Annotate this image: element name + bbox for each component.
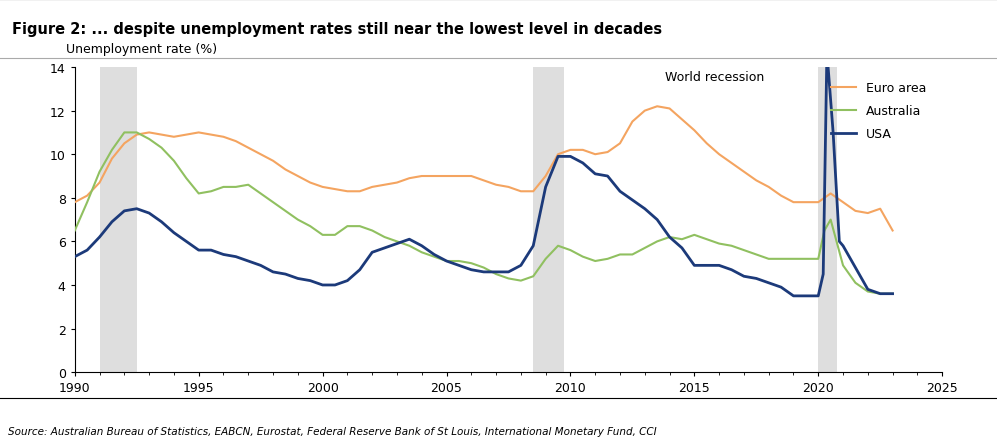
Australia: [813, 257, 825, 262]
Australia: [825, 218, 836, 223]
USA: [813, 293, 825, 299]
USA: [69, 254, 81, 260]
USA: [180, 239, 192, 244]
Line: Euro area: Euro area: [75, 107, 892, 231]
Euro area: [651, 104, 663, 110]
Euro area: [69, 200, 81, 205]
Line: Australia: Australia: [75, 133, 892, 294]
Australia: [69, 228, 81, 233]
Text: Unemployment rate (%): Unemployment rate (%): [66, 43, 217, 56]
Text: Figure 2: ... despite unemployment rates still near the lowest level in decades: Figure 2: ... despite unemployment rates…: [12, 22, 662, 37]
Australia: [874, 291, 886, 297]
Australia: [886, 291, 898, 297]
USA: [886, 291, 898, 297]
Euro area: [404, 176, 416, 181]
Bar: [533, 68, 564, 372]
USA: [539, 185, 551, 190]
Bar: [100, 68, 137, 372]
Euro area: [701, 141, 713, 147]
Australia: [676, 237, 688, 242]
Euro area: [886, 228, 898, 233]
USA: [428, 252, 440, 258]
Euro area: [192, 131, 204, 136]
Euro area: [441, 174, 453, 179]
Australia: [119, 131, 131, 136]
Text: World recession: World recession: [665, 71, 764, 84]
Bar: [819, 68, 836, 372]
Euro area: [837, 200, 849, 205]
Legend: Euro area, Australia, USA: Euro area, Australia, USA: [827, 77, 931, 146]
USA: [821, 50, 832, 55]
USA: [329, 283, 341, 288]
Line: USA: USA: [75, 53, 892, 296]
Australia: [819, 228, 831, 233]
USA: [267, 270, 279, 275]
Euro area: [167, 135, 179, 140]
Text: Source: Australian Bureau of Statistics, EABCN, Eurostat, Federal Reserve Bank o: Source: Australian Bureau of Statistics,…: [8, 426, 657, 436]
USA: [788, 293, 800, 299]
Australia: [639, 246, 651, 251]
Australia: [738, 248, 750, 253]
